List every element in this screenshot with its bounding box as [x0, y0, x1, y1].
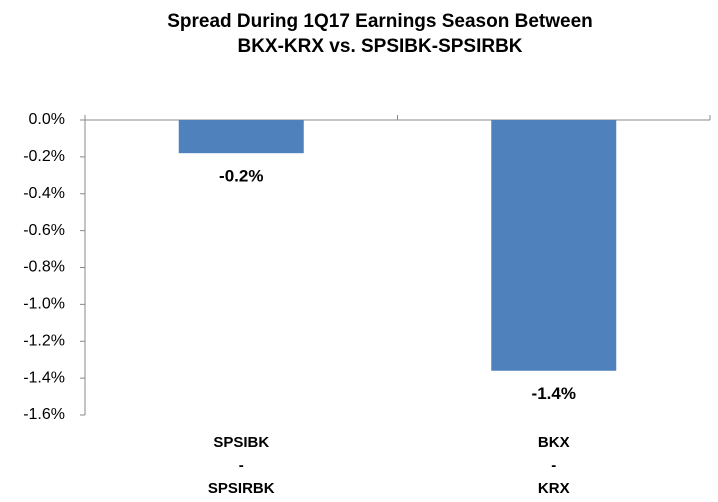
y-tick-label: -1.6%: [23, 406, 65, 423]
chart-title: BKX-KRX vs. SPSIBK-SPSIRBK: [237, 36, 522, 57]
x-tick-label: -: [551, 457, 556, 474]
x-tick-label: SPSIRBK: [208, 480, 275, 497]
y-tick-label: -1.4%: [23, 369, 65, 386]
y-tick-label: -0.8%: [23, 259, 65, 276]
x-tick-label: KRX: [538, 480, 570, 497]
x-tick-label: -: [239, 457, 244, 474]
value-label: -0.2%: [219, 167, 263, 186]
x-tick-label: SPSIBK: [213, 434, 269, 451]
y-tick-label: -1.2%: [23, 332, 65, 349]
y-tick-label: -0.2%: [23, 148, 65, 165]
bar: [178, 120, 304, 154]
value-label: -1.4%: [532, 384, 576, 403]
chart-title: Spread During 1Q17 Earnings Season Betwe…: [167, 11, 593, 32]
x-tick-label: BKX: [538, 434, 570, 451]
y-tick-label: -1.0%: [23, 296, 65, 313]
y-tick-label: -0.4%: [23, 185, 65, 202]
y-tick-label: -0.6%: [23, 222, 65, 239]
y-tick-label: 0.0%: [29, 111, 65, 128]
bar: [491, 120, 617, 371]
